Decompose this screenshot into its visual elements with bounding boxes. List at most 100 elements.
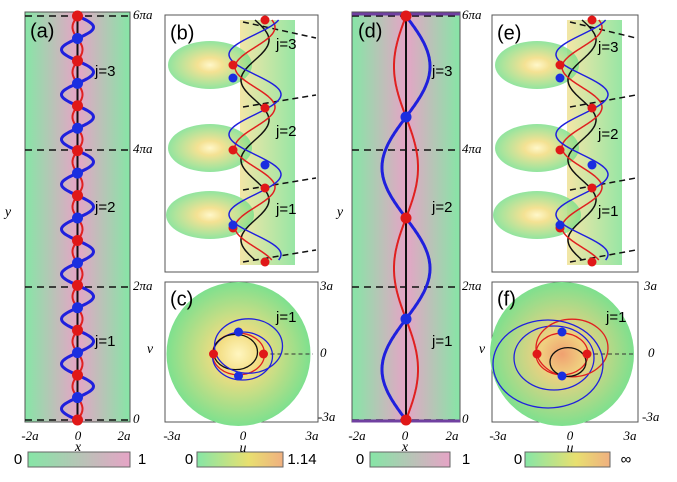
node-dot (260, 257, 270, 267)
y-tick-label: 0 (462, 411, 469, 426)
annotation: j=2 (431, 199, 452, 216)
x-tick-label: 0 (402, 428, 409, 443)
colorbar-label: 1 (462, 451, 470, 468)
y-tick-label: 0 (133, 411, 140, 426)
node-dot (72, 122, 83, 134)
colorbar (369, 451, 451, 468)
node-dot (72, 414, 83, 426)
x-tick-label: 2a (446, 428, 460, 443)
panel-label: (e) (497, 22, 521, 44)
node-dot (400, 212, 412, 224)
node-dot (587, 257, 597, 267)
node-dot (260, 15, 270, 25)
node-dot (400, 414, 412, 426)
x-tick-label: 0 (240, 428, 247, 443)
x-tick-label: 3a (305, 428, 320, 443)
node-dot (555, 220, 565, 230)
annotation: j=3 (275, 36, 296, 53)
x-axis-label: u (240, 441, 247, 456)
node-dot (234, 371, 243, 381)
x-axis-label: u (567, 441, 574, 456)
node-dot (72, 32, 83, 44)
ring (513, 325, 595, 391)
node-dot (400, 111, 412, 123)
annotation: j=2 (275, 123, 296, 140)
colorbar-label: 1.14 (287, 451, 316, 468)
node-dot (260, 160, 270, 170)
node-dot (260, 103, 270, 113)
node-dot (72, 234, 83, 246)
curve (561, 19, 603, 261)
annotation: j=3 (431, 63, 452, 80)
x-axis-label: x (74, 440, 82, 455)
colorbar-label: ∞ (621, 451, 632, 468)
ring (213, 318, 284, 374)
y-tick-label: 6πa (462, 7, 482, 22)
colorbar-label: 0 (356, 451, 364, 468)
surface (166, 191, 254, 239)
y-axis-label: y (335, 205, 344, 220)
dashed-line (569, 177, 637, 191)
node-dot (72, 190, 83, 202)
dashed-line (242, 21, 317, 39)
node-dot (555, 60, 565, 70)
node-dot (72, 77, 83, 89)
curve (240, 19, 270, 261)
y-axis-label: y (3, 205, 12, 220)
node-dot (72, 10, 83, 22)
y-tick-label: 0 (648, 345, 655, 360)
surface (168, 41, 252, 89)
node-dot (259, 349, 268, 359)
surface (495, 124, 579, 172)
x-tick-label: 0 (75, 428, 82, 443)
node-dot (72, 55, 83, 67)
x-tick-label: 0 (567, 428, 574, 443)
node-dot (209, 349, 218, 359)
annotation: j=2 (597, 126, 618, 143)
y-axis-label: v (479, 342, 486, 357)
y-tick-label: -3a (318, 409, 336, 424)
node-dot (72, 100, 83, 112)
node-dot (532, 349, 542, 359)
x-tick-label: -2a (21, 428, 39, 443)
node-dot (72, 324, 83, 336)
annotation: j=1 (431, 333, 452, 350)
annotation: j=1 (597, 203, 618, 220)
disk (166, 282, 311, 426)
annotation: j=1 (275, 201, 296, 218)
node-dot (72, 369, 83, 381)
node-dot (72, 279, 83, 291)
disk (490, 282, 634, 426)
annotation: j=1 (275, 309, 296, 326)
colorbar (524, 451, 611, 468)
node-dot (234, 327, 243, 337)
node-dot (72, 302, 83, 314)
annotation: j=1 (94, 333, 115, 350)
node-dot (72, 347, 83, 359)
annotation: j=3 (94, 63, 115, 80)
y-tick-label: 3a (643, 278, 658, 293)
dashed-line (569, 94, 637, 108)
node-dot (555, 145, 565, 155)
node-dot (587, 160, 597, 170)
y-tick-label: 2πa (462, 278, 482, 293)
node-dot (587, 183, 597, 193)
colorbar-label: 0 (514, 451, 522, 468)
node-dot (228, 145, 238, 155)
node-dot (72, 257, 83, 269)
y-tick-label: 6πa (133, 7, 153, 22)
curve (567, 19, 597, 261)
ring (535, 318, 609, 378)
x-axis-label: x (401, 440, 409, 455)
curve (555, 19, 609, 261)
node-dot (228, 220, 238, 230)
node-dot (400, 313, 412, 325)
y-axis-label: v (147, 342, 154, 357)
node-dot (228, 73, 238, 83)
colorbar (27, 451, 131, 468)
node-dot (228, 60, 238, 70)
panel-label: (b) (170, 22, 194, 44)
node-dot (582, 349, 592, 359)
panel-label: (d) (358, 20, 382, 42)
